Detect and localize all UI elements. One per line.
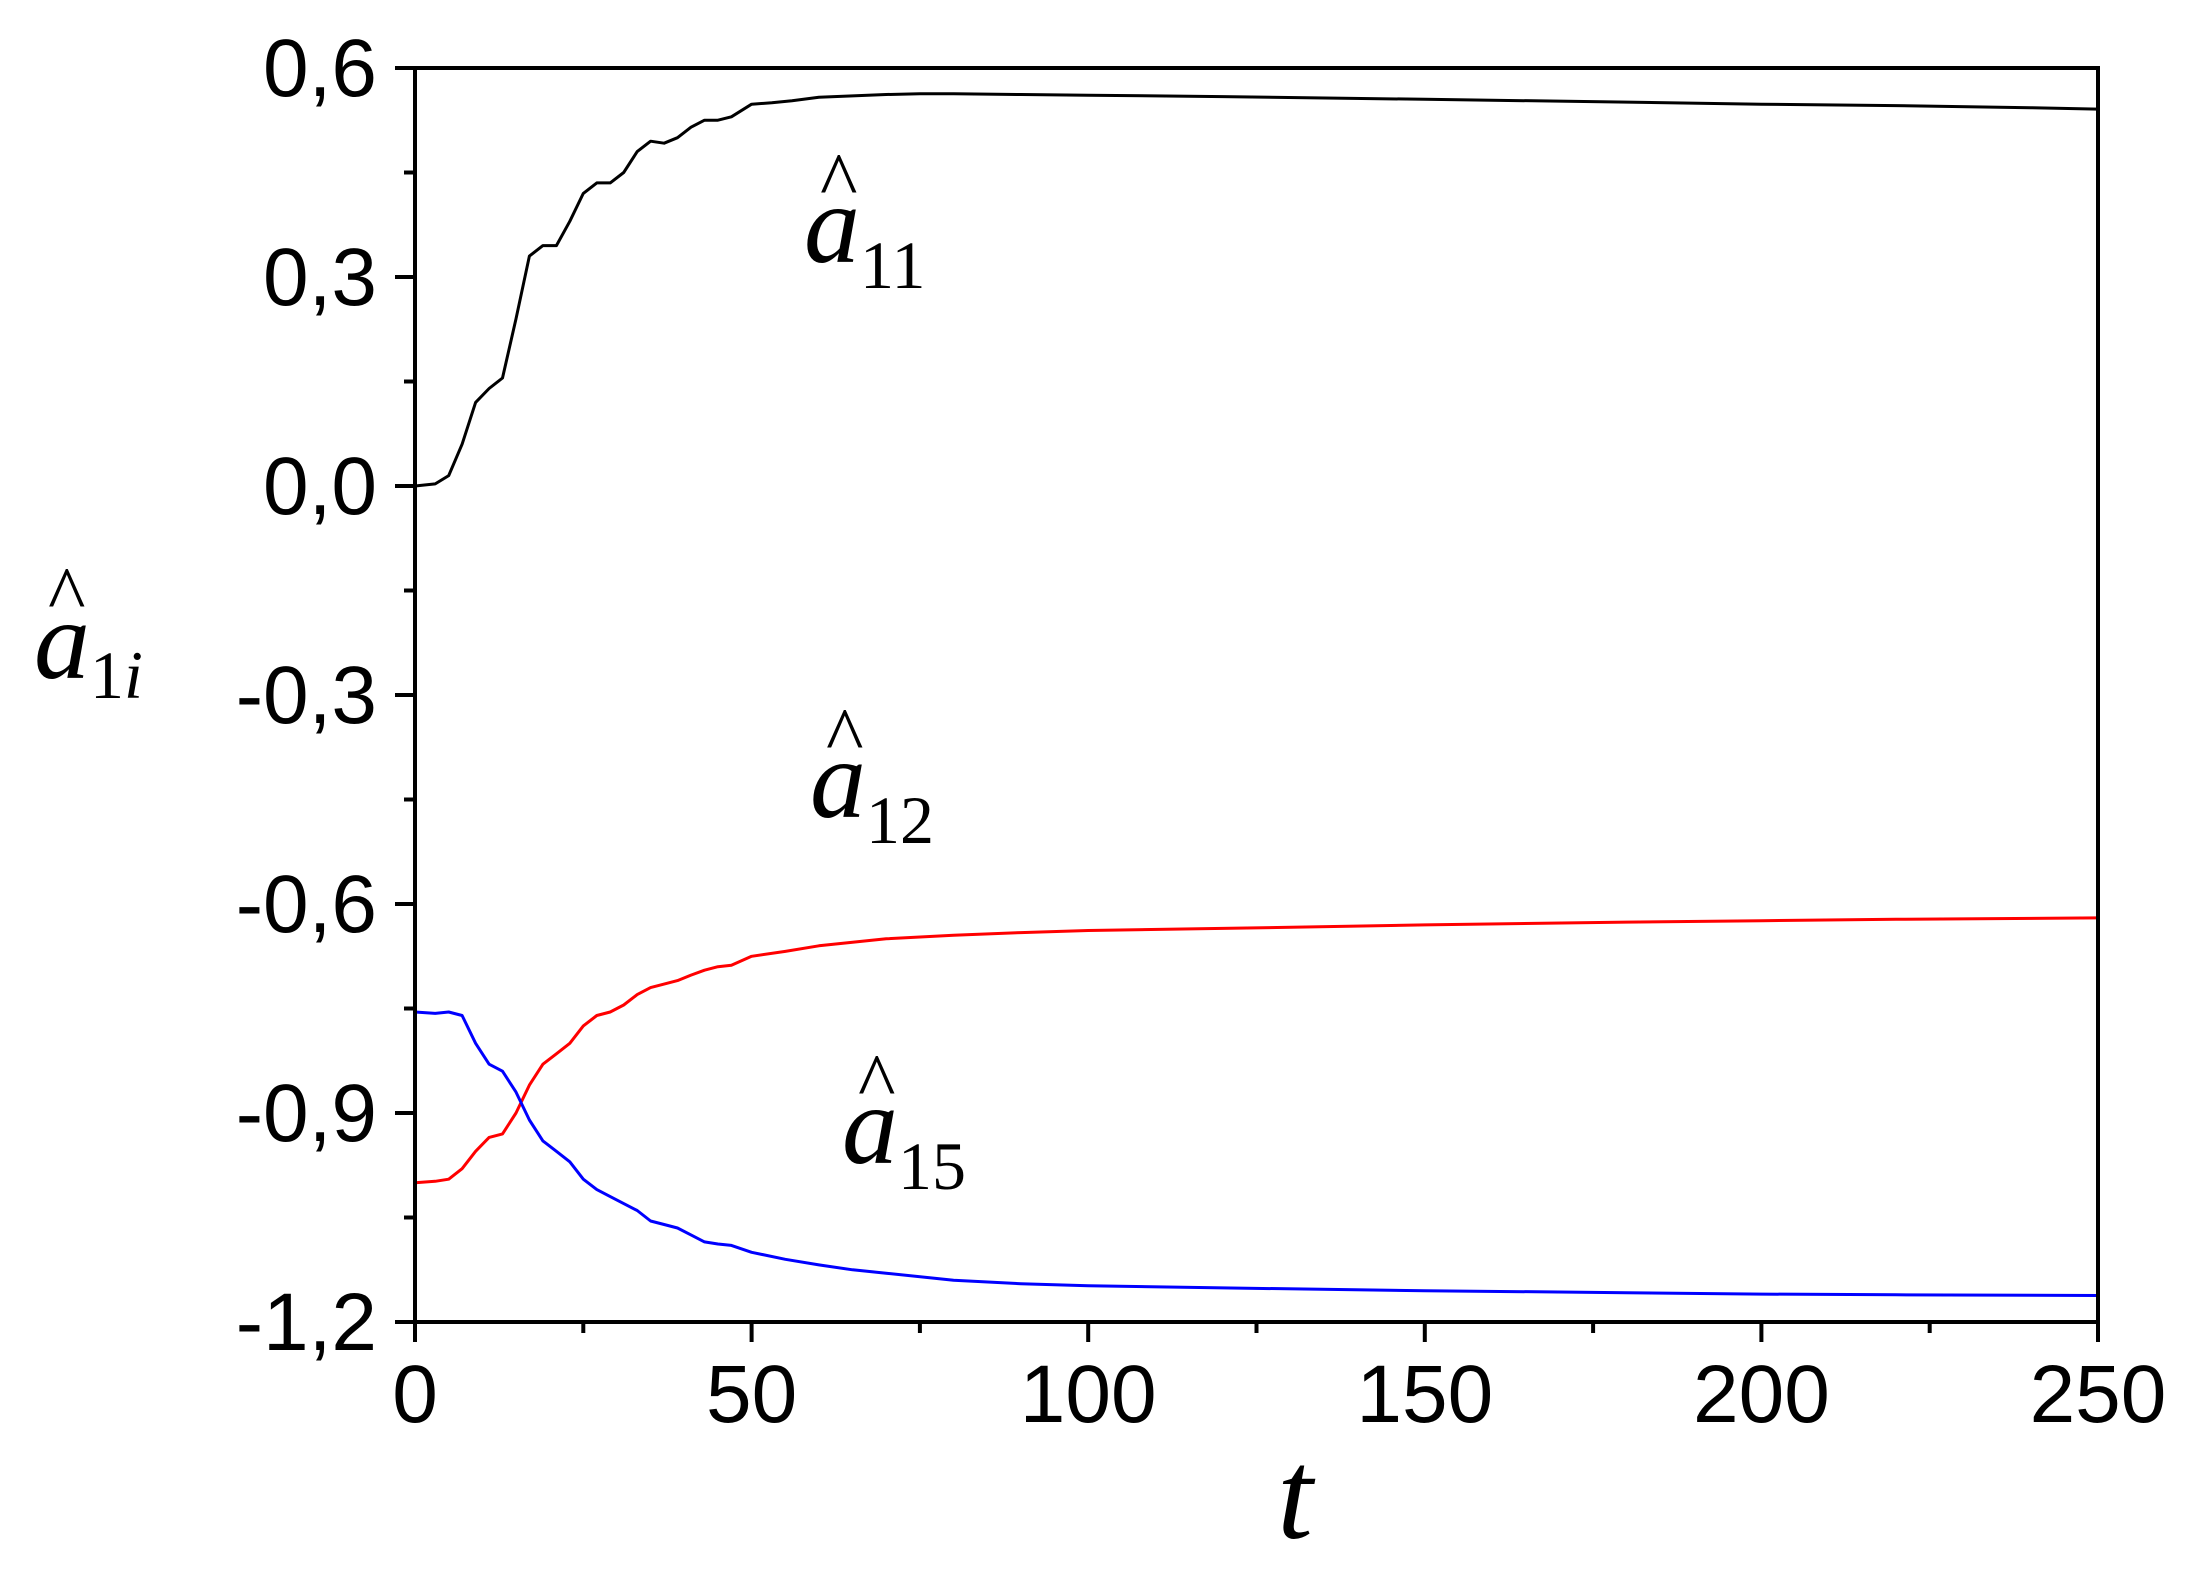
y-tick-label: 0,0 (263, 441, 377, 532)
x-tick-label: 250 (2030, 1349, 2167, 1440)
y-tick-label: 0,6 (263, 23, 377, 114)
y-tick-label: -1,2 (236, 1277, 377, 1368)
y-tick-label: 0,3 (263, 232, 377, 323)
series-label-a11-base: a (804, 163, 860, 287)
y-axis-label-base: a (34, 579, 90, 703)
y-tick-label: -0,3 (236, 650, 377, 741)
series-line-11 (414, 92, 2099, 488)
y-tick-label: -0,6 (236, 859, 377, 950)
series-label-a12-base: a (810, 718, 866, 842)
y-axis-label-hat: ^ (48, 552, 86, 640)
series-label-a12-hat: ^ (826, 693, 864, 781)
y-axis-label-subscript: 1 (90, 637, 124, 713)
series-layer (414, 92, 2099, 1297)
series-label-a15: a15 (842, 1064, 966, 1204)
series-label-a15-subscript: 15 (898, 1128, 966, 1204)
series-label-a15-hat: ^ (858, 1039, 896, 1127)
plot-frame (413, 66, 2100, 1324)
y-tick-label: -0,9 (236, 1068, 377, 1159)
x-axis-label: t (1277, 1424, 1316, 1566)
x-tick-label: 200 (1693, 1349, 1830, 1440)
series-label-a11-hat: ^ (820, 138, 858, 226)
axis-ticks (395, 66, 2100, 1342)
y-axis-label-subscript-index: i (124, 637, 143, 713)
series-line-12 (414, 916, 2099, 1185)
tick-labels: 0 50 100 150 200 250 0,6 0,3 0,0 -0,3 -0,6 -0,9 -1,2 (236, 23, 2167, 1440)
series-label-a12-subscript: 12 (866, 782, 934, 858)
series-label-a12: a12 (810, 718, 934, 858)
y-axis-label: a1i (34, 579, 143, 713)
series-label-a15-base: a (842, 1064, 898, 1188)
series-line-15 (414, 1010, 2099, 1297)
x-tick-label: 50 (706, 1349, 797, 1440)
x-tick-label: 100 (1020, 1349, 1157, 1440)
x-tick-label: 150 (1356, 1349, 1493, 1440)
series-label-a11-subscript: 11 (860, 227, 925, 303)
series-label-a11: a11 (804, 163, 925, 303)
x-tick-label: 0 (392, 1349, 438, 1440)
